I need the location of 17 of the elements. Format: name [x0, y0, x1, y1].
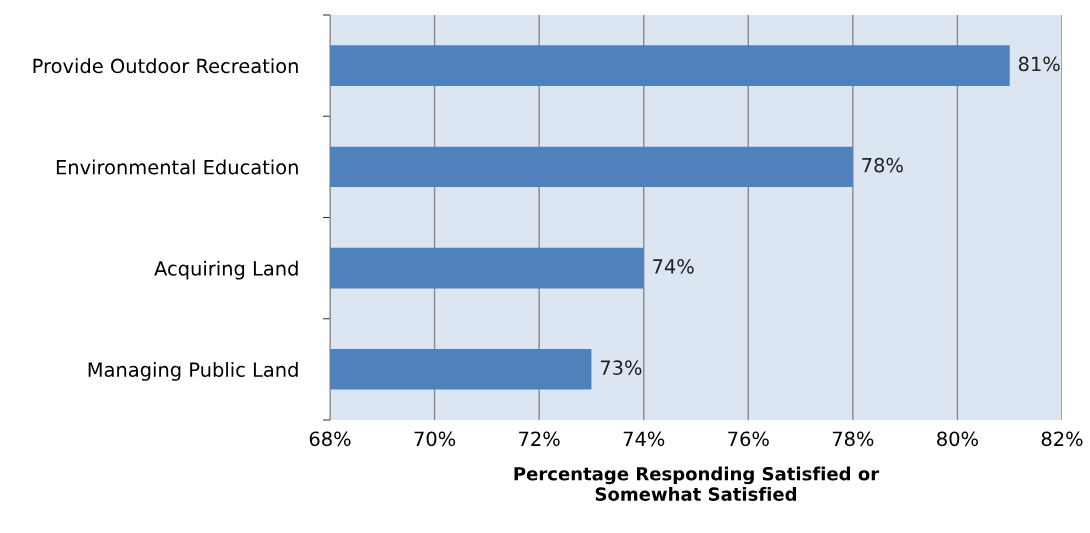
data-label: 81%	[1018, 56, 1060, 72]
x-tick-label: 76%	[728, 431, 769, 447]
y-tick-label: Environmental Education	[56, 159, 298, 175]
x-tick-label: 70%	[414, 431, 456, 447]
x-tick-label: 82%	[1041, 431, 1083, 447]
x-tick-label: 68%	[309, 431, 351, 447]
y-tick-label: Acquiring Land	[154, 260, 298, 280]
x-tick-label: 80%	[937, 431, 978, 447]
y-tick-label: Provide Outdoor Recreation	[33, 58, 298, 74]
data-label: 74%	[653, 259, 694, 274]
x-tick-label: 74%	[623, 431, 665, 447]
x-tick-label: 72%	[519, 431, 560, 447]
x-tick-label: 78%	[832, 431, 874, 447]
y-tick-label: Managing Public Land	[88, 361, 298, 381]
data-label: 78%	[862, 157, 903, 173]
x-axis-title: Percentage Responding Satisfied or Somewhat Satisfied	[514, 466, 880, 501]
data-label: 73%	[600, 360, 642, 376]
